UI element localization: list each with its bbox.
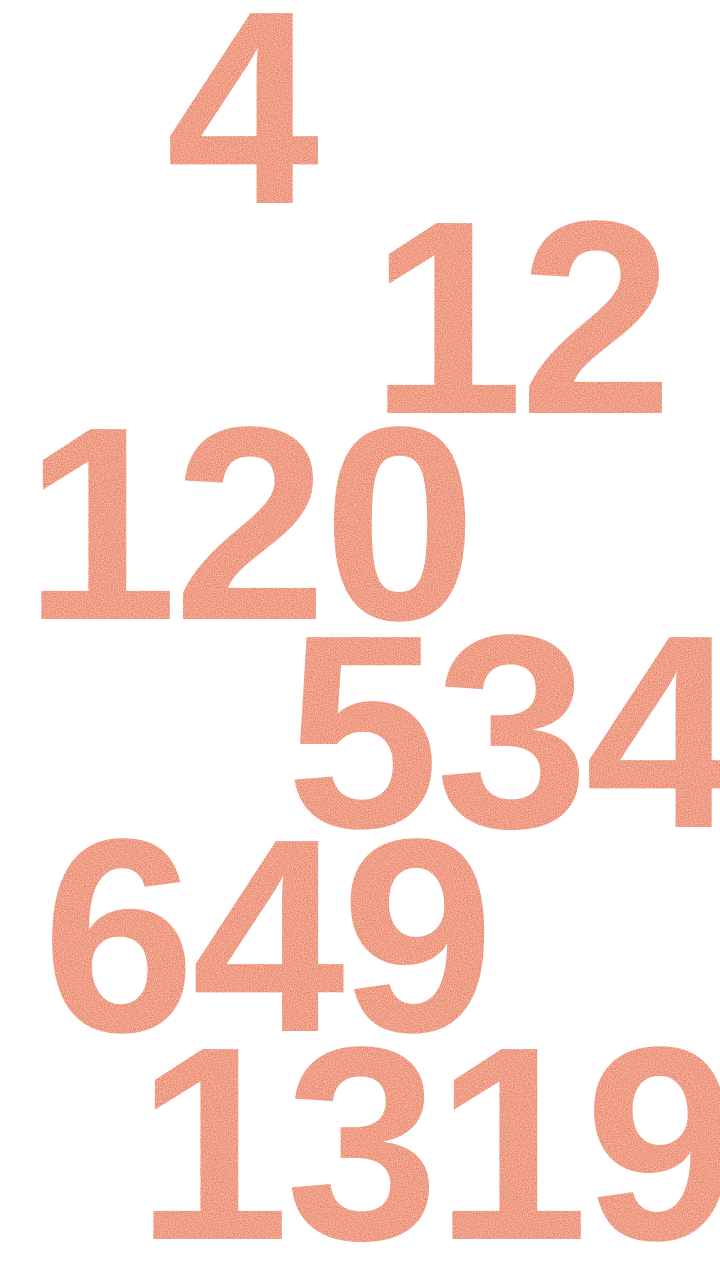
number-649: 649 bbox=[42, 782, 494, 1090]
number-12: 12 bbox=[370, 164, 673, 472]
number-534: 534 bbox=[286, 578, 720, 886]
number-120: 120 bbox=[24, 370, 476, 678]
number-4: 4 bbox=[166, 0, 319, 262]
number-1319: 1319 bbox=[136, 990, 720, 1280]
